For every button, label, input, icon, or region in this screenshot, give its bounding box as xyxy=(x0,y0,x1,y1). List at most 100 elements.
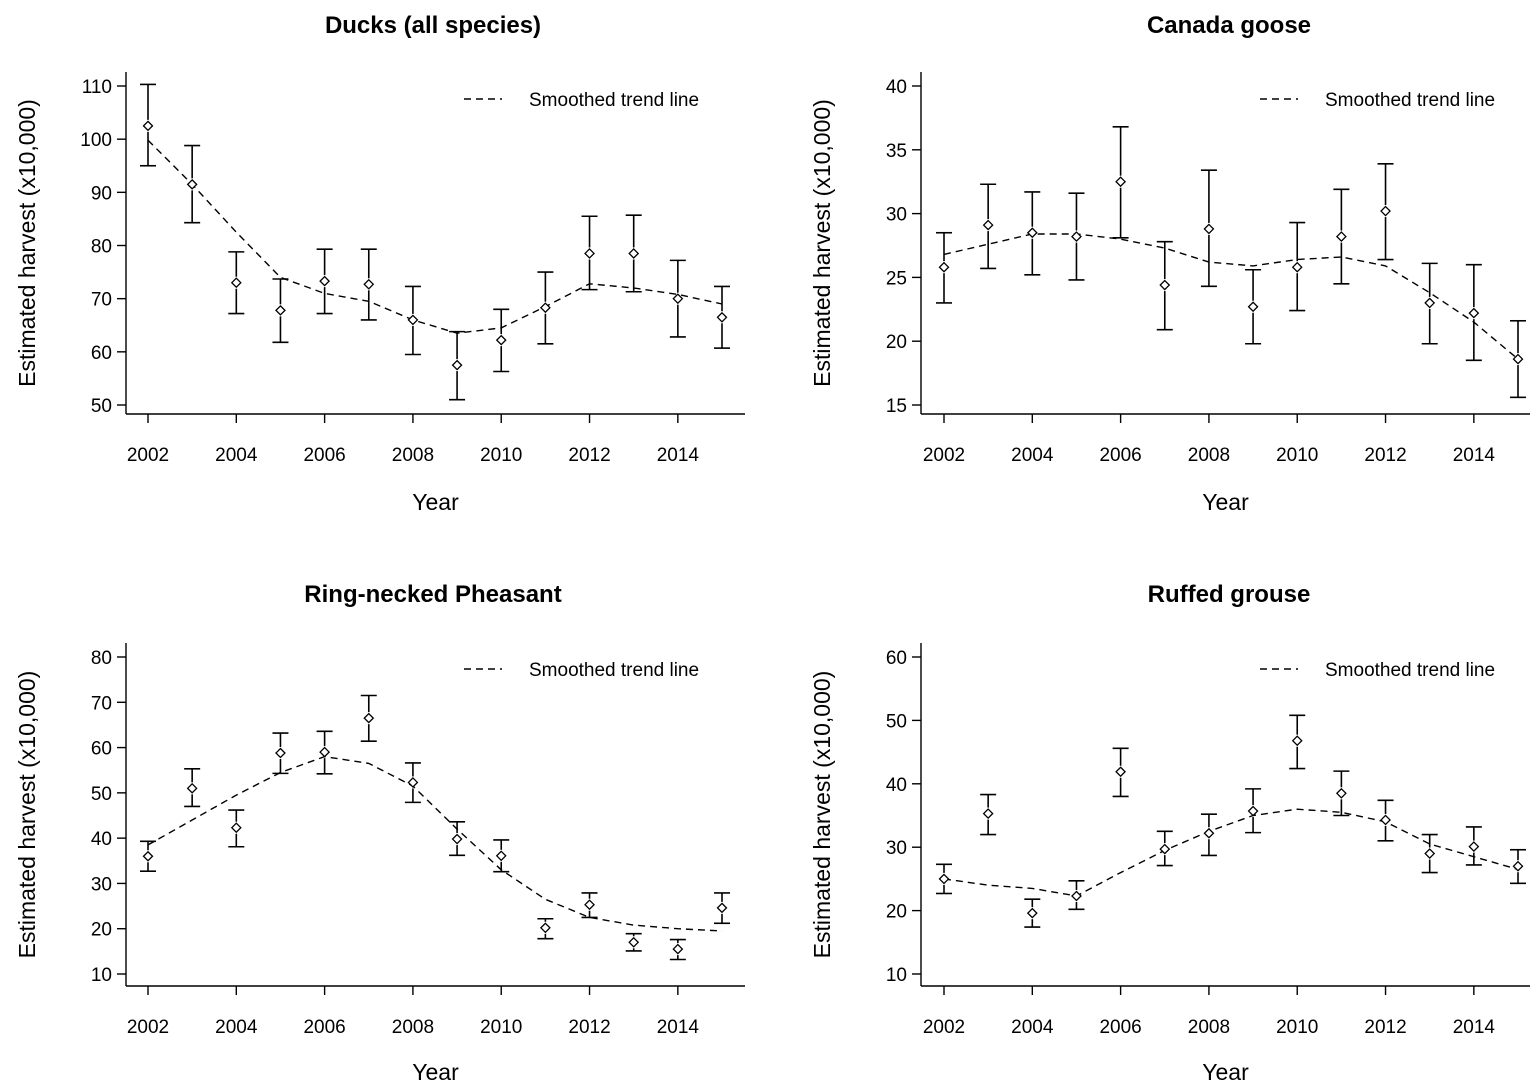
y-tick-label: 50 xyxy=(886,711,907,732)
data-point xyxy=(584,248,595,259)
data-point xyxy=(982,808,994,820)
trend-line xyxy=(943,808,1519,897)
x-tick-label: 2014 xyxy=(657,1017,700,1038)
y-axis-title: Estimated harvest (x10,000) xyxy=(14,671,40,959)
data-point xyxy=(275,304,286,316)
data-point xyxy=(1115,766,1127,778)
x-tick-label: 2002 xyxy=(923,1017,965,1038)
data-point xyxy=(319,275,331,287)
data-point xyxy=(495,850,507,862)
y-tick-label: 60 xyxy=(91,739,112,760)
x-axis-title: Year xyxy=(1202,489,1249,515)
data-point xyxy=(495,334,507,346)
x-tick-label: 2004 xyxy=(215,1017,258,1038)
x-tick-label: 2006 xyxy=(1099,445,1141,466)
x-axis-title: Year xyxy=(1202,1059,1249,1085)
data-point xyxy=(1071,231,1082,242)
trend-line xyxy=(943,233,1519,360)
y-axis-title: Estimated harvest (x10,000) xyxy=(809,99,835,387)
y-tick-label: 70 xyxy=(91,693,112,714)
chart-panel-1: Ducks (all species) 50 60 70 80 90 100 110 2002 2… xyxy=(14,12,745,515)
data-point xyxy=(628,936,640,948)
chart-title: Ring-necked Pheasant xyxy=(304,581,561,608)
data-point xyxy=(275,747,286,759)
y-tick-label: 20 xyxy=(886,332,907,353)
data-point xyxy=(451,359,463,371)
data-point xyxy=(1291,735,1303,747)
data-point xyxy=(1159,279,1171,291)
data-point xyxy=(451,833,463,845)
trend-line xyxy=(147,139,723,334)
data-point xyxy=(230,822,242,834)
data-point xyxy=(230,277,242,289)
data-point xyxy=(1512,353,1524,365)
x-tick-label: 2008 xyxy=(392,1017,434,1038)
data-point xyxy=(407,314,419,326)
y-tick-label: 60 xyxy=(886,648,907,669)
data-point xyxy=(363,278,375,290)
data-point xyxy=(1026,907,1038,919)
data-point xyxy=(1424,848,1436,859)
data-point xyxy=(1203,223,1215,235)
x-tick-label: 2002 xyxy=(127,445,169,466)
legend-label: Smoothed trend line xyxy=(1325,90,1495,111)
data-point xyxy=(584,899,595,911)
data-point xyxy=(319,746,331,758)
x-tick-label: 2012 xyxy=(1364,445,1406,466)
y-axis-title: Estimated harvest (x10,000) xyxy=(809,671,835,959)
data-point xyxy=(1247,301,1259,313)
legend-label: Smoothed trend line xyxy=(1325,660,1495,681)
x-tick-label: 2010 xyxy=(1276,1017,1318,1038)
chart-panel-3: Ring-necked Pheasant 10 20 30 40 50 60 70 80 2002… xyxy=(14,581,745,1085)
y-tick-label: 90 xyxy=(91,183,112,204)
data-point xyxy=(1203,827,1215,839)
y-tick-label: 10 xyxy=(886,965,907,986)
y-tick-label: 50 xyxy=(91,396,112,417)
y-tick-label: 30 xyxy=(91,874,112,895)
chart-title: Ruffed grouse xyxy=(1148,581,1311,608)
data-point xyxy=(539,302,551,314)
data-point xyxy=(1380,814,1391,826)
x-tick-label: 2002 xyxy=(923,445,965,466)
y-tick-label: 80 xyxy=(91,237,112,258)
y-tick-label: 100 xyxy=(80,130,112,151)
x-tick-label: 2014 xyxy=(1453,445,1496,466)
x-tick-label: 2014 xyxy=(657,445,700,466)
chart-panel-2: Canada goose 15 20 25 30 35 40 2002 2004 2006 2008… xyxy=(809,12,1530,515)
data-point xyxy=(1159,843,1171,855)
chart-panel-4: Ruffed grouse 10 20 30 40 50 60 2002 2004 2006 200… xyxy=(809,581,1530,1085)
y-axis-title: Estimated harvest (x10,000) xyxy=(14,99,40,387)
data-point xyxy=(1468,841,1480,852)
x-tick-label: 2006 xyxy=(1099,1017,1141,1038)
data-point xyxy=(1335,231,1347,242)
data-point xyxy=(1247,805,1259,817)
data-point xyxy=(628,248,640,259)
data-point xyxy=(938,873,950,885)
x-axis-title: Year xyxy=(412,489,459,515)
data-point xyxy=(716,902,728,914)
y-tick-label: 40 xyxy=(886,775,907,796)
data-point xyxy=(407,777,419,788)
data-point xyxy=(672,293,684,305)
y-tick-label: 30 xyxy=(886,205,907,226)
y-tick-label: 40 xyxy=(886,77,907,98)
data-point xyxy=(142,120,154,132)
data-point xyxy=(1071,890,1082,902)
data-point xyxy=(1115,176,1127,188)
y-tick-label: 50 xyxy=(91,784,112,805)
data-point xyxy=(1026,227,1038,239)
trend-line xyxy=(147,755,723,932)
x-tick-label: 2006 xyxy=(303,1017,345,1038)
data-point xyxy=(1512,860,1524,872)
y-tick-label: 35 xyxy=(886,141,907,162)
legend-label: Smoothed trend line xyxy=(529,660,699,681)
data-point xyxy=(1468,307,1480,319)
y-tick-label: 40 xyxy=(91,829,112,850)
x-tick-label: 2010 xyxy=(1276,445,1318,466)
x-tick-label: 2004 xyxy=(1011,1017,1054,1038)
data-point xyxy=(539,922,551,934)
data-point xyxy=(982,219,994,231)
y-tick-label: 20 xyxy=(886,902,907,923)
x-tick-label: 2008 xyxy=(1188,1017,1230,1038)
